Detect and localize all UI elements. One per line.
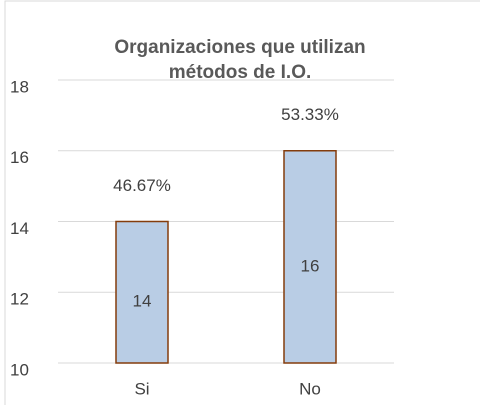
percent-label: 46.67% [113,176,171,195]
bar [115,220,169,364]
chart-title: métodos de I.O. [169,62,312,83]
y-tick-label: 18 [10,77,29,96]
data-label: 16 [301,256,320,275]
x-tick-label: No [299,379,321,398]
data-label: 14 [133,292,152,311]
chart-title: Organizaciones que utilizan [114,37,365,58]
bar [283,150,337,364]
y-tick-label: 12 [10,290,29,309]
y-tick-label: 16 [10,148,29,167]
x-tick-label: Si [134,379,149,398]
y-tick-label: 10 [10,360,29,379]
chart-border [4,0,480,410]
percent-label: 53.33% [281,105,339,124]
y-tick-label: 14 [10,219,29,238]
